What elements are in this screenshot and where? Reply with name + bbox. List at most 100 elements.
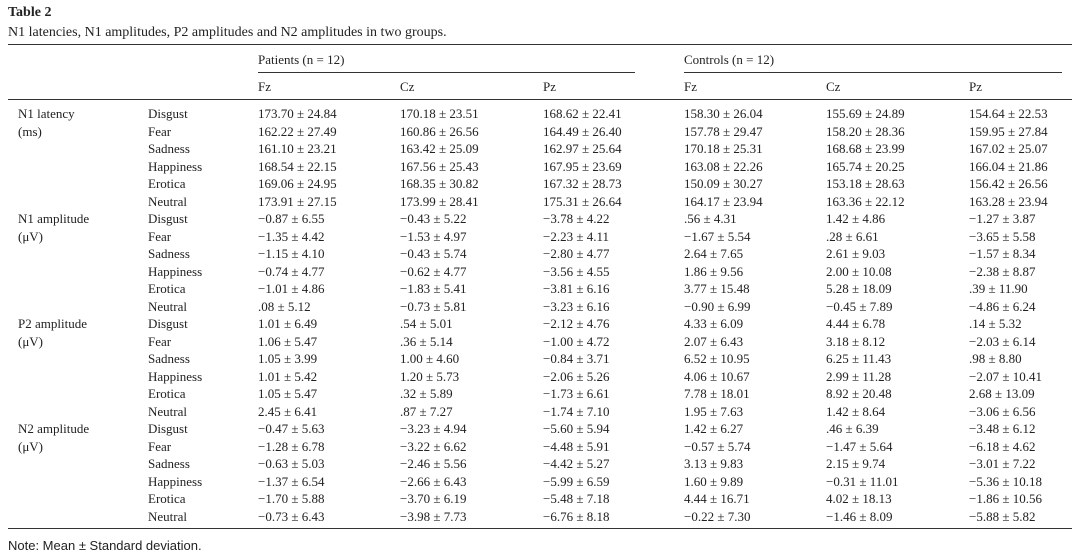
row-label: Sadness (148, 456, 190, 472)
cell: 161.10 ± 23.21 (258, 141, 337, 157)
cell: −3.65 ± 5.58 (969, 228, 1036, 244)
cell: .08 ± 5.12 (258, 298, 311, 314)
cell: 4.33 ± 6.09 (684, 316, 744, 332)
section-label: N2 amplitude (18, 421, 90, 437)
cell: −2.66 ± 6.43 (400, 473, 467, 489)
cell: .46 ± 6.39 (826, 421, 879, 437)
cell: −6.18 ± 4.62 (969, 438, 1036, 454)
cell: −2.80 ± 4.77 (543, 246, 610, 262)
cell: 2.07 ± 6.43 (684, 333, 744, 349)
table-note: Note: Mean ± Standard deviation. (8, 538, 202, 553)
cell: 2.00 ± 10.08 (826, 263, 892, 279)
row-label: Fear (148, 438, 172, 454)
row-label: Fear (148, 123, 172, 139)
cell: −1.15 ± 4.10 (258, 246, 325, 262)
cell: 158.20 ± 28.36 (826, 123, 905, 139)
cell: .87 ± 7.27 (400, 403, 453, 419)
cell: −1.28 ± 6.78 (258, 438, 325, 454)
cell: 167.02 ± 25.07 (969, 141, 1048, 157)
cell: −3.56 ± 4.55 (543, 263, 610, 279)
cell: −1.67 ± 5.54 (684, 228, 751, 244)
cell: .39 ± 11.90 (969, 281, 1028, 297)
cell: 1.42 ± 4.86 (826, 211, 886, 227)
row-label: Erotica (148, 281, 186, 297)
cell: −1.86 ± 10.56 (969, 491, 1042, 507)
cell: .28 ± 6.61 (826, 228, 879, 244)
cell: −0.43 ± 5.74 (400, 246, 467, 262)
cell: 1.05 ± 5.47 (258, 386, 318, 402)
column-header: Pz (969, 79, 982, 94)
cell: −0.31 ± 11.01 (826, 473, 899, 489)
cell: −3.23 ± 4.94 (400, 421, 467, 437)
section-label: P2 amplitude (18, 316, 87, 332)
row-label: Happiness (148, 368, 203, 384)
section-label: (ms) (18, 123, 42, 139)
row-label: Happiness (148, 473, 203, 489)
cell: .56 ± 4.31 (684, 211, 737, 227)
cell: −0.90 ± 6.99 (684, 298, 751, 314)
cell: −0.87 ± 6.55 (258, 211, 325, 227)
cell: 1.00 ± 4.60 (400, 351, 460, 367)
cell: 8.92 ± 20.48 (826, 386, 892, 402)
cell: 1.05 ± 3.99 (258, 351, 318, 367)
row-label: Erotica (148, 386, 186, 402)
cell: −0.84 ± 3.71 (543, 351, 610, 367)
cell: −1.27 ± 3.87 (969, 211, 1036, 227)
cell: 154.64 ± 22.53 (969, 106, 1048, 121)
row-label: Happiness (148, 158, 203, 174)
cell: −5.99 ± 6.59 (543, 473, 610, 489)
cell: 5.28 ± 18.09 (826, 281, 892, 297)
cell: 173.91 ± 27.15 (258, 193, 337, 209)
cell: −0.73 ± 6.43 (258, 508, 325, 524)
section-label: (μV) (18, 228, 44, 244)
group-rule (258, 72, 635, 73)
cell: 168.54 ± 22.15 (258, 158, 337, 174)
row-label: Neutral (148, 193, 187, 209)
cell: 163.36 ± 22.12 (826, 193, 905, 209)
cell: −5.88 ± 5.82 (969, 508, 1036, 524)
cell: −3.70 ± 6.19 (400, 491, 467, 507)
table-caption: N1 latencies, N1 amplitudes, P2 amplitud… (8, 25, 447, 40)
cell: 170.18 ± 23.51 (400, 106, 479, 121)
row-label: Erotica (148, 176, 186, 192)
cell: −5.48 ± 7.18 (543, 491, 610, 507)
cell: −3.06 ± 6.56 (969, 403, 1036, 419)
group-header: Patients (n = 12) (258, 52, 345, 67)
cell: 170.18 ± 25.31 (684, 141, 763, 157)
column-header: Pz (543, 79, 556, 94)
cell: −2.07 ± 10.41 (969, 368, 1042, 384)
cell: .32 ± 5.89 (400, 386, 453, 402)
top-rule (8, 44, 1072, 45)
cell: .36 ± 5.14 (400, 333, 453, 349)
cell: 158.30 ± 26.04 (684, 106, 763, 121)
cell: 165.74 ± 20.25 (826, 158, 905, 174)
cell: 4.44 ± 6.78 (826, 316, 886, 332)
cell: 175.31 ± 26.64 (543, 193, 622, 209)
cell: −2.03 ± 6.14 (969, 333, 1036, 349)
cell: 6.52 ± 10.95 (684, 351, 750, 367)
cell: 162.22 ± 27.49 (258, 123, 337, 139)
cell: −3.22 ± 6.62 (400, 438, 467, 454)
cell: 4.02 ± 18.13 (826, 491, 892, 507)
cell: 1.42 ± 6.27 (684, 421, 744, 437)
cell: 4.44 ± 16.71 (684, 491, 750, 507)
cell: −2.23 ± 4.11 (543, 228, 609, 244)
cell: −5.60 ± 5.94 (543, 421, 610, 437)
row-label: Sadness (148, 351, 190, 367)
cell: 167.95 ± 23.69 (543, 158, 622, 174)
column-header: Cz (400, 79, 415, 94)
cell: 1.60 ± 9.89 (684, 473, 744, 489)
cell: 159.95 ± 27.84 (969, 123, 1048, 139)
cell: 7.78 ± 18.01 (684, 386, 750, 402)
cell: 2.45 ± 6.41 (258, 403, 318, 419)
cell: −0.43 ± 5.22 (400, 211, 467, 227)
cell: −0.73 ± 5.81 (400, 298, 467, 314)
row-label: Neutral (148, 508, 187, 524)
cell: 167.32 ± 28.73 (543, 176, 622, 192)
cell: 1.01 ± 5.42 (258, 368, 318, 384)
cell: .14 ± 5.32 (969, 316, 1022, 332)
cell: −3.98 ± 7.73 (400, 508, 467, 524)
cell: 1.20 ± 5.73 (400, 368, 460, 384)
cell: 166.04 ± 21.86 (969, 158, 1048, 174)
cell: −1.57 ± 8.34 (969, 246, 1036, 262)
